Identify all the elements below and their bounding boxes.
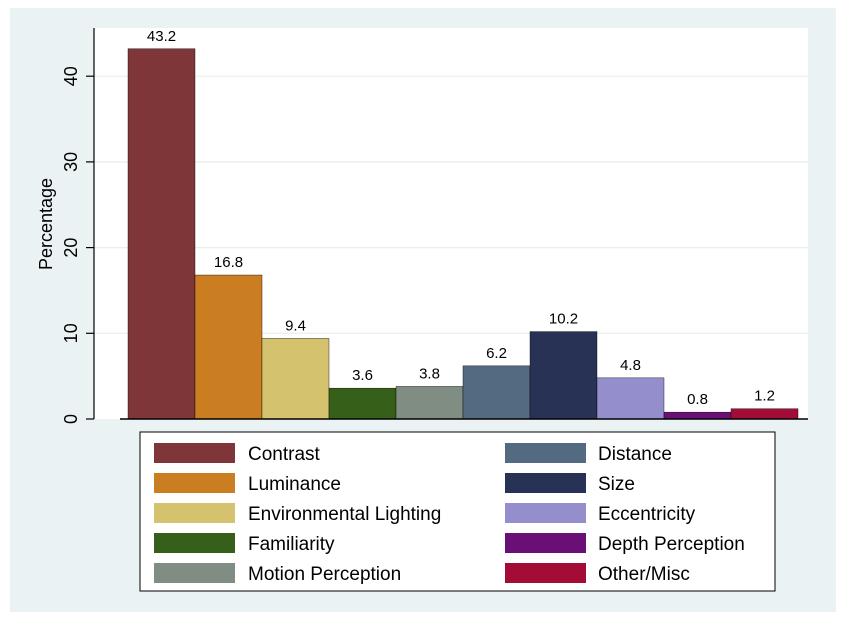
y-axis-title: Percentage bbox=[36, 178, 56, 270]
legend-label: Distance bbox=[598, 444, 672, 465]
legend-swatch bbox=[505, 533, 586, 553]
data-label: 16.8 bbox=[214, 254, 243, 271]
bar-contrast bbox=[127, 48, 196, 420]
legend-swatch bbox=[154, 563, 235, 583]
bar-depth-perception bbox=[663, 411, 732, 420]
legend-label: Other/Misc bbox=[598, 564, 690, 585]
bar-size bbox=[529, 331, 598, 420]
y-axis: 0 10 20 30 40 bbox=[61, 28, 95, 424]
legend-swatch bbox=[505, 443, 586, 463]
y-tick-label: 30 bbox=[61, 152, 81, 172]
data-label: 10.2 bbox=[549, 311, 578, 328]
bar-eccentricity bbox=[596, 377, 665, 420]
bars bbox=[120, 48, 808, 420]
legend-swatch bbox=[505, 473, 586, 493]
legend-label: Size bbox=[598, 474, 635, 495]
bar-environmental-lighting bbox=[261, 338, 330, 420]
legend-swatch bbox=[154, 473, 235, 493]
legend-label: Motion Perception bbox=[248, 564, 401, 585]
data-label: 4.8 bbox=[620, 357, 641, 374]
legend-label: Eccentricity bbox=[598, 504, 696, 525]
data-label: 6.2 bbox=[486, 345, 507, 362]
data-label: 3.6 bbox=[352, 367, 373, 384]
y-tick-label: 20 bbox=[61, 238, 81, 258]
data-labels: 43.2 16.8 9.4 3.6 3.8 6.2 10.2 4.8 0.8 1.2 bbox=[147, 28, 775, 408]
legend-label: Familiarity bbox=[248, 534, 335, 555]
y-tick-label: 10 bbox=[61, 323, 81, 343]
legend-swatch bbox=[154, 533, 235, 553]
legend: Contrast Luminance Environmental Lighting F… bbox=[139, 431, 776, 592]
legend-label: Luminance bbox=[248, 474, 341, 495]
legend-swatch bbox=[154, 503, 235, 523]
data-label: 9.4 bbox=[285, 317, 306, 334]
legend-label: Depth Perception bbox=[598, 534, 745, 555]
bar-luminance bbox=[194, 274, 263, 420]
legend-swatch bbox=[154, 443, 235, 463]
data-label: 3.8 bbox=[419, 365, 440, 382]
data-label: 0.8 bbox=[687, 391, 708, 408]
legend-swatch bbox=[505, 563, 586, 583]
bar-familiarity bbox=[328, 387, 397, 420]
legend-label: Environmental Lighting bbox=[248, 504, 441, 525]
bar-motion-perception bbox=[395, 386, 464, 420]
data-label: 1.2 bbox=[754, 388, 775, 405]
legend-swatch bbox=[505, 503, 586, 523]
data-label: 43.2 bbox=[147, 28, 176, 45]
legend-label: Contrast bbox=[248, 444, 321, 465]
y-tick-label: 40 bbox=[61, 66, 81, 86]
bar-other-misc bbox=[730, 408, 799, 420]
bar-distance bbox=[462, 365, 531, 420]
y-tick-label: 0 bbox=[61, 414, 81, 424]
